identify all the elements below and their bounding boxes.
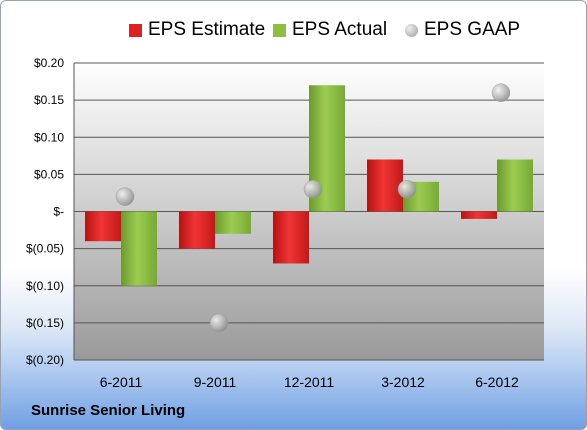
y-tick-label: $0.15	[34, 93, 64, 107]
x-tick-label: 9-2011	[194, 374, 237, 390]
y-tick-label: $(0.05)	[26, 242, 64, 256]
x-tick-label: 6-2011	[100, 374, 143, 390]
y-tick-label: $0.05	[34, 167, 64, 181]
legend: EPS Estimate EPS Actual EPS GAAP	[1, 16, 586, 44]
legend-item-eps-gaap: EPS GAAP	[405, 16, 520, 44]
company-name: Sunrise Senior Living	[31, 402, 186, 419]
x-tick-label: 12-2011	[284, 374, 335, 390]
actual-bar	[121, 211, 157, 286]
actual-bar	[497, 159, 533, 212]
estimate-bar	[85, 211, 121, 242]
legend-swatch-eps-estimate	[129, 23, 142, 37]
y-tick-label: $(0.10)	[26, 279, 64, 293]
y-tick-label: $(0.15)	[26, 316, 64, 330]
legend-item-eps-estimate: EPS Estimate	[129, 16, 265, 44]
legend-label-eps-gaap: EPS GAAP	[424, 19, 521, 40]
gaap-point	[491, 83, 511, 102]
actual-bar	[215, 211, 251, 234]
y-tick-label: $0.20	[34, 56, 64, 70]
legend-marker-eps-gaap	[405, 23, 418, 37]
legend-item-eps-actual: EPS Actual	[273, 16, 387, 44]
gaap-point	[209, 313, 229, 333]
legend-label-eps-actual: EPS Actual	[292, 19, 388, 40]
estimate-bar	[461, 211, 497, 219]
legend-swatch-eps-actual	[273, 23, 286, 37]
y-tick-label: $-	[53, 205, 64, 219]
y-tick-label: $(0.20)	[26, 353, 64, 367]
gaap-point	[397, 179, 417, 199]
estimate-bar	[273, 211, 309, 264]
gaap-point	[303, 179, 323, 199]
y-tick-label: $0.10	[34, 130, 64, 144]
estimate-bar	[179, 211, 215, 249]
estimate-bar	[367, 159, 403, 212]
x-tick-label: 3-2012	[381, 374, 425, 390]
legend-label-eps-estimate: EPS Estimate	[148, 19, 266, 40]
x-tick-label: 6-2012	[475, 374, 519, 390]
gaap-point	[115, 187, 135, 206]
